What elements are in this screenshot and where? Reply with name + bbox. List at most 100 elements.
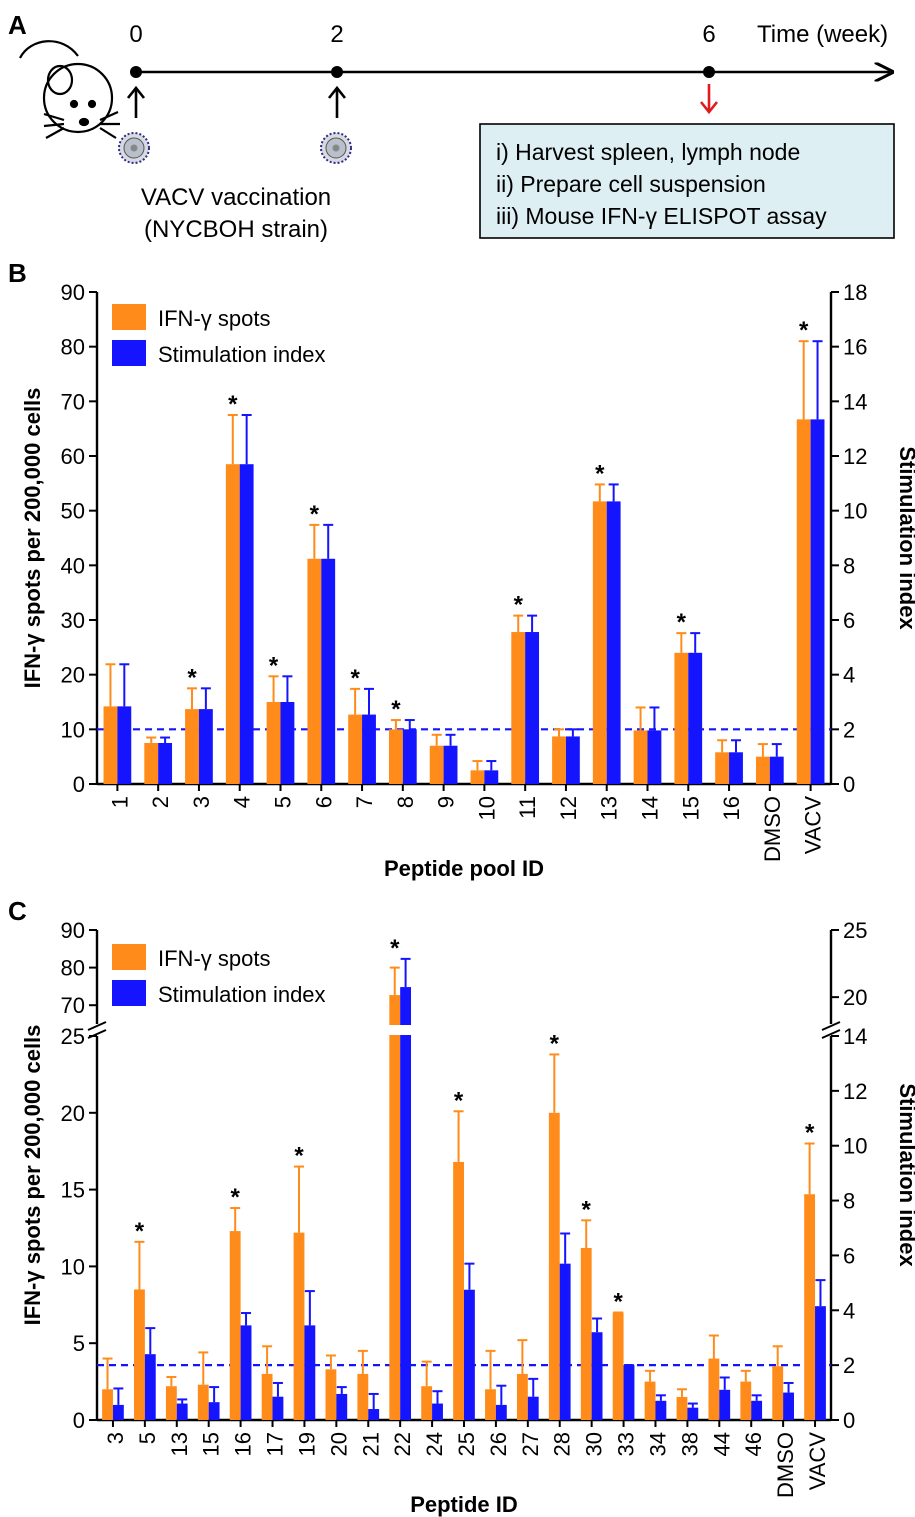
bar-ifn-spots <box>470 770 485 784</box>
timeline-tick-0: 0 <box>129 21 142 48</box>
panel-b-letter: B <box>8 258 27 288</box>
x-tick-label: 44 <box>709 1432 734 1456</box>
bar-ifn-spots <box>389 995 401 1420</box>
bar-ifn-spots <box>185 709 199 784</box>
significance-star: * <box>799 317 809 344</box>
bar-stimulation-index <box>239 464 254 784</box>
bar-stimulation-index <box>527 1396 539 1420</box>
y-tick-label: 90 <box>61 918 85 943</box>
x-tick-label: VACV <box>805 1432 830 1491</box>
bar-stimulation-index <box>321 558 336 784</box>
bar-ifn-spots <box>740 1381 752 1420</box>
timeline-dot-0 <box>130 66 142 78</box>
significance-star: * <box>187 664 197 691</box>
y-tick-label: 70 <box>61 389 85 414</box>
x-tick-label: 10 <box>474 796 499 820</box>
virus-icon <box>118 132 150 164</box>
bar-stimulation-index <box>559 1263 571 1420</box>
bar-stimulation-index <box>336 1393 348 1420</box>
y2-tick-label: 18 <box>843 280 867 305</box>
bar-ifn-spots <box>612 1312 624 1420</box>
bar-ifn-spots <box>453 1161 464 1420</box>
y-tick-label: 50 <box>61 499 85 524</box>
bar-stimulation-index <box>464 1289 475 1420</box>
y2-tick-label: 8 <box>843 1189 855 1214</box>
significance-star: * <box>350 665 360 692</box>
y2-tick-label: 8 <box>843 553 855 578</box>
x-tick-label: 8 <box>393 796 418 808</box>
bar-ifn-spots <box>325 1369 337 1420</box>
x-tick-label: DMSO <box>773 1432 798 1498</box>
bar-ifn-spots <box>796 419 811 784</box>
significance-star: * <box>269 652 279 679</box>
bar-ifn-spots <box>755 756 770 784</box>
y-tick-label: 20 <box>61 1101 85 1126</box>
bar-stimulation-index <box>565 736 580 784</box>
bar-ifn-spots <box>580 1247 592 1420</box>
y2-tick-label: 4 <box>843 663 855 688</box>
legend-swatch-ifn-spots <box>112 304 146 330</box>
x-tick-label: DMSO <box>760 796 785 862</box>
bar-ifn-spots <box>102 1389 113 1420</box>
procedure-step-1: i) Harvest spleen, lymph node <box>496 139 800 165</box>
x-tick-label: 19 <box>294 1432 319 1456</box>
timeline-tick-2: 2 <box>330 21 343 48</box>
significance-star: * <box>135 1218 145 1245</box>
significance-star: * <box>231 1184 241 1211</box>
x-tick-label: 33 <box>614 1432 639 1456</box>
bar-stimulation-index <box>783 1392 794 1420</box>
bar-ifn-spots <box>293 1232 305 1420</box>
panel-c-letter: C <box>8 896 27 926</box>
y2-tick-label: 6 <box>843 608 855 633</box>
x-tick-label: 16 <box>231 1432 256 1456</box>
y-tick-label: 10 <box>61 717 85 742</box>
bar-ifn-spots <box>548 1112 560 1420</box>
x-tick-label: VACV <box>801 796 826 855</box>
bar-ifn-spots <box>261 1373 273 1420</box>
x-tick-label: 3 <box>103 1432 128 1444</box>
bar-ifn-spots <box>429 745 444 784</box>
bar-stimulation-index <box>240 1325 252 1420</box>
bar-ifn-spots <box>134 1289 145 1420</box>
y-axis-title: IFN-γ spots per 200,000 cells <box>20 1025 45 1326</box>
x-tick-label: 14 <box>638 796 663 820</box>
legend-swatch-stimulation-index <box>112 340 146 366</box>
bar-stimulation-index <box>432 1403 443 1420</box>
bar-stimulation-index <box>815 1306 826 1420</box>
x-tick-label: 28 <box>550 1432 575 1456</box>
significance-star: * <box>805 1120 815 1147</box>
bar-stimulation-index <box>112 1404 124 1420</box>
bar-ifn-spots <box>552 736 566 784</box>
strain-label: (NYCBOH strain) <box>144 216 328 243</box>
procedure-step-2: ii) Prepare cell suspension <box>496 171 766 197</box>
bar-stimulation-index <box>495 1404 507 1420</box>
bar-break-gap <box>387 1025 414 1035</box>
y-tick-label: 80 <box>61 335 85 360</box>
timeline-tick-6: 6 <box>702 21 715 48</box>
down-arrow-icon <box>699 84 719 115</box>
panel-a-letter: A <box>8 10 27 40</box>
bar-ifn-spots <box>708 1358 720 1420</box>
x-tick-label: 20 <box>326 1432 351 1456</box>
vaccination-label: VACV vaccination <box>141 184 331 211</box>
y-tick-label: 20 <box>61 663 85 688</box>
x-tick-label: 3 <box>189 796 214 808</box>
y2-tick-label: 2 <box>843 1353 855 1378</box>
x-tick-label: 5 <box>271 796 296 808</box>
y2-tick-label: 12 <box>843 444 867 469</box>
up-arrow-icon <box>126 85 146 118</box>
virus-icon <box>320 132 352 164</box>
significance-star: * <box>550 1030 560 1057</box>
timeline-dot-2 <box>331 66 343 78</box>
bar-ifn-spots <box>511 632 526 784</box>
y-tick-label: 0 <box>73 772 85 797</box>
x-tick-label: 21 <box>358 1432 383 1456</box>
timeline-axis-label: Time (week) <box>757 21 888 48</box>
y-tick-label: 70 <box>61 993 85 1018</box>
significance-star: * <box>514 592 524 619</box>
significance-star: * <box>390 935 400 962</box>
y2-tick-label: 14 <box>843 1024 867 1049</box>
significance-star: * <box>613 1288 623 1315</box>
